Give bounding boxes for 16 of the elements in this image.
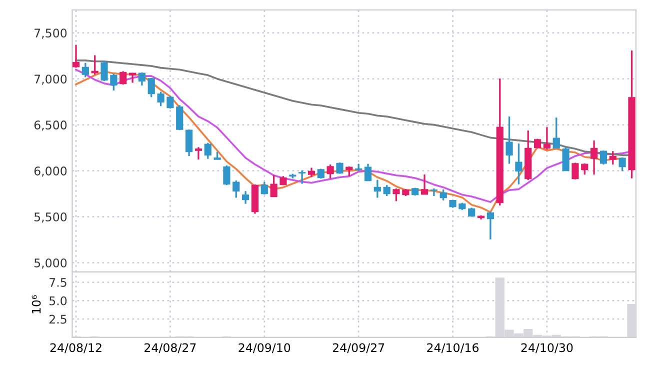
x-tick-label: 24/09/10	[238, 343, 290, 354]
x-tick-label: 24/10/16	[427, 343, 479, 354]
y-tick-label: 5,500	[34, 212, 67, 223]
x-tick-label: 24/09/27	[332, 343, 384, 354]
y-tick-label: 7,000	[34, 74, 67, 85]
y-tick-label: 7,500	[34, 28, 67, 39]
x-tick-label: 24/08/27	[144, 343, 196, 354]
y-axis-title: 10⁶	[32, 295, 41, 314]
x-tick-label: 24/10/30	[521, 343, 573, 354]
y-tick-label: 5,000	[34, 258, 67, 269]
y-tick-label: 6,500	[34, 120, 67, 131]
y-tick-label: 2.5	[49, 314, 66, 324]
x-tick-label: 24/08/12	[50, 343, 102, 354]
y-tick-label: 6,000	[34, 166, 67, 177]
y-tick-label: 5.0	[50, 296, 67, 306]
y-tick-label: 7.5	[50, 278, 66, 287]
